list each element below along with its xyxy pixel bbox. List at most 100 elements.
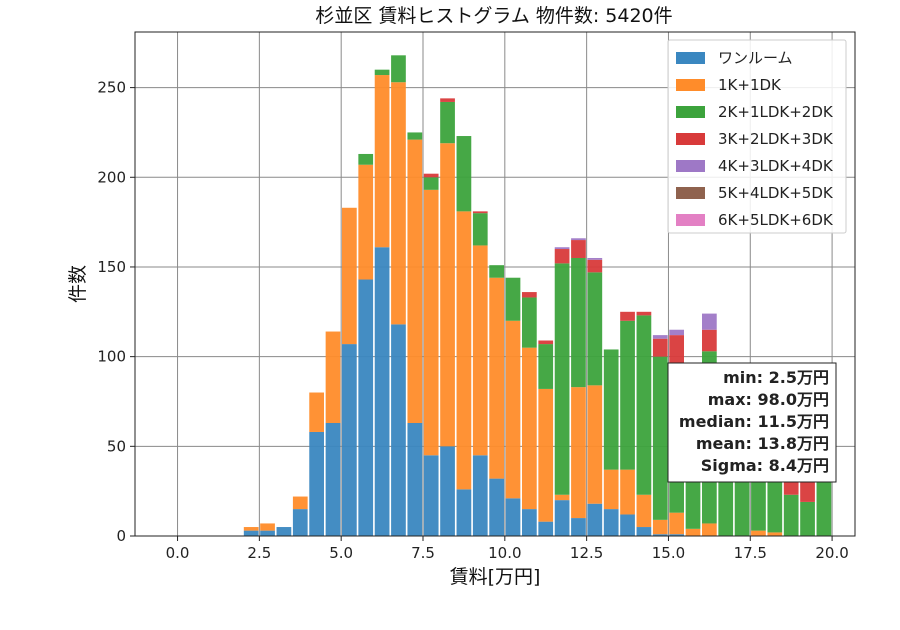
y-tick-label: 150 xyxy=(97,258,126,276)
bar-segment xyxy=(440,446,455,536)
legend-swatch xyxy=(676,133,705,145)
legend-swatch xyxy=(676,187,705,199)
bar-segment xyxy=(391,324,406,536)
bar-segment xyxy=(472,455,488,536)
stats-frame xyxy=(667,362,837,483)
bar-segment xyxy=(456,136,472,212)
bar-segment xyxy=(374,247,390,536)
bar-segment xyxy=(325,331,341,424)
legend-swatch xyxy=(676,160,705,172)
bar-segment xyxy=(456,211,472,490)
bar-segment xyxy=(669,534,684,536)
bar-segment xyxy=(276,527,292,536)
bar-segment xyxy=(800,501,815,536)
x-tick-label: 17.5 xyxy=(734,544,767,562)
bar-segment xyxy=(636,311,652,316)
bar-segment xyxy=(652,335,668,339)
stats-line: min: 2.5万円 xyxy=(723,368,829,387)
bar-segment xyxy=(342,344,357,536)
bar-segment xyxy=(620,469,635,515)
stats-line: median: 11.5万円 xyxy=(679,412,829,431)
bar-segment xyxy=(358,164,374,280)
bar-segment xyxy=(636,315,652,495)
bar-segment xyxy=(767,532,783,536)
legend-label: 4K+3LDK+4DK xyxy=(718,157,834,175)
legend-swatch xyxy=(676,52,705,64)
bar-segment xyxy=(522,297,537,348)
bar-segment xyxy=(505,320,521,499)
bar-segment xyxy=(522,347,537,510)
bar-segment xyxy=(358,153,374,165)
bar-segment xyxy=(260,523,275,531)
bar-segment xyxy=(440,98,455,102)
bar-segment xyxy=(440,143,455,447)
bar-segment xyxy=(489,478,504,536)
bar-segment xyxy=(652,519,668,535)
stats-line: Sigma: 8.4万円 xyxy=(701,456,829,475)
bar-segment xyxy=(669,512,684,535)
bar-segment xyxy=(702,523,717,536)
bar-segment xyxy=(342,207,357,345)
bar-segment xyxy=(407,139,423,424)
bar-segment xyxy=(554,500,570,536)
bar-segment xyxy=(538,388,554,522)
bar-segment xyxy=(489,265,504,278)
bar-segment xyxy=(587,257,603,260)
bar-segment xyxy=(636,527,652,536)
x-tick-label: 2.5 xyxy=(247,544,271,562)
bar-segment xyxy=(407,132,423,140)
bar-segment xyxy=(751,530,766,536)
bar-segment xyxy=(554,247,570,250)
bar-segment xyxy=(423,177,439,190)
chart-title: 杉並区 賃料ヒストグラム 物件数: 5420件 xyxy=(315,5,672,27)
bar-segment xyxy=(309,392,324,432)
bar-segment xyxy=(505,498,521,536)
bar-segment xyxy=(571,257,586,388)
bar-segment xyxy=(603,469,619,510)
bar-segment xyxy=(554,263,570,495)
y-tick-label: 50 xyxy=(107,437,126,455)
legend: ワンルーム 1K+1DK 2K+1LDK+2DK 3K+2LDK+3DK 4K+3LDK… xyxy=(667,39,847,234)
bar-segment xyxy=(325,423,341,536)
x-axis-title: 賃料[万円] xyxy=(450,566,541,588)
y-axis-title: 件数 xyxy=(67,265,89,303)
bar-segment xyxy=(571,518,586,536)
bar-segment xyxy=(489,277,504,479)
bar-segment xyxy=(620,311,635,321)
bar-segment xyxy=(440,101,455,144)
bar-segment xyxy=(669,329,684,336)
bar-segment xyxy=(587,385,603,504)
bar-segment xyxy=(571,238,586,241)
y-axis-ticks: 0 50 100 150 200 250 xyxy=(97,79,135,545)
bar-segment xyxy=(538,344,554,389)
bar-segment xyxy=(603,349,619,470)
bar-segment xyxy=(587,503,603,536)
legend-swatch xyxy=(676,214,705,226)
bar-segment xyxy=(554,249,570,264)
bar-segment xyxy=(587,272,603,386)
x-tick-label: 12.5 xyxy=(570,544,603,562)
y-tick-label: 0 xyxy=(116,527,126,545)
bar-segment xyxy=(652,534,668,536)
bar-segment xyxy=(522,292,537,298)
bar-segment xyxy=(554,494,570,501)
bar-segment xyxy=(423,455,439,536)
bar-segment xyxy=(391,82,406,325)
bar-segment xyxy=(538,521,554,536)
bar-segment xyxy=(472,245,488,456)
bar-segment xyxy=(702,313,717,330)
bar-segment xyxy=(292,496,308,510)
x-tick-label: 0.0 xyxy=(166,544,190,562)
y-tick-label: 200 xyxy=(97,168,126,186)
bar-segment xyxy=(669,335,684,371)
stats-line: max: 98.0万円 xyxy=(708,390,829,409)
bar-segment xyxy=(522,509,537,536)
bar-segment xyxy=(800,482,815,502)
bar-segment xyxy=(423,173,439,178)
bar-segment xyxy=(260,530,275,536)
bar-segment xyxy=(407,423,423,536)
bar-segment xyxy=(652,338,668,357)
bar-segment xyxy=(587,259,603,273)
x-tick-label: 20.0 xyxy=(815,544,848,562)
bar-segment xyxy=(309,431,324,536)
